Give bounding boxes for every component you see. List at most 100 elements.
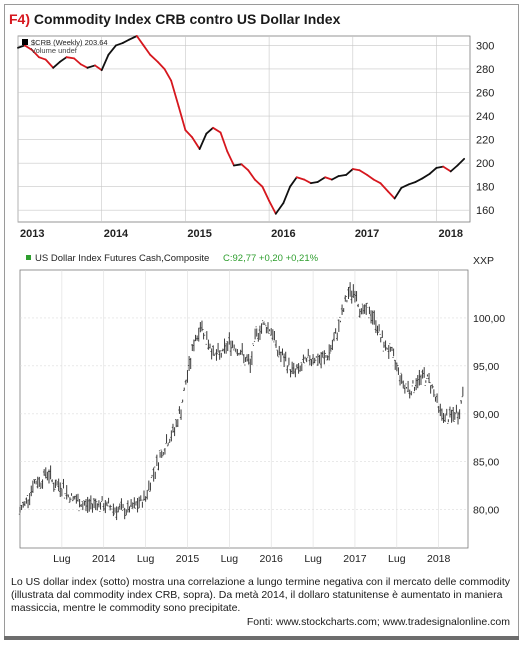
dollar-x-tick-label: 2014 xyxy=(92,553,116,565)
crb-series-segment xyxy=(79,63,89,69)
dollar-y-tick-label: 85,00 xyxy=(473,457,499,469)
figure-caption: Lo US dollar index (sotto) mostra una co… xyxy=(11,576,510,614)
dollar-x-tick-label: 2016 xyxy=(260,553,284,565)
crb-series-segment xyxy=(456,157,466,167)
crb-x-tick-label: 2013 xyxy=(20,228,44,240)
crb-series-segment xyxy=(212,126,222,134)
crb-series-segment xyxy=(240,163,250,172)
crb-x-tick-label: 2014 xyxy=(104,228,129,240)
crb-y-tick-label: 240 xyxy=(476,111,494,123)
crb-series-segment xyxy=(387,190,396,200)
crb-series-segment xyxy=(17,44,26,49)
crb-series-segment xyxy=(226,150,235,167)
crb-x-tick-label: 2015 xyxy=(187,228,211,240)
figure-title: F4) Commodity Index CRB contro US Dollar… xyxy=(9,11,340,27)
crb-series-segment xyxy=(121,38,131,44)
crb-series-segment xyxy=(58,56,68,63)
crb-y-tick-label: 220 xyxy=(476,135,494,147)
crb-series-segment xyxy=(149,53,159,63)
crb-series-segment xyxy=(86,64,96,69)
crb-series-segment xyxy=(38,56,47,61)
crb-series-segment xyxy=(400,183,410,189)
crb-series-segment xyxy=(94,64,103,72)
crb-series-segment xyxy=(289,176,298,188)
crb-series-segment xyxy=(358,169,368,176)
crb-series-segment xyxy=(393,186,403,200)
figure-title-text: Commodity Index CRB contro US Dollar Ind… xyxy=(33,11,341,27)
dollar-y-tick-label: 90,00 xyxy=(473,409,499,421)
dollar-y-axis-label: XXP xyxy=(473,255,494,267)
crb-series-segment xyxy=(330,175,340,181)
dollar-x-tick-label: 2017 xyxy=(343,553,367,565)
crb-series-segment xyxy=(421,172,431,180)
crb-series-segment xyxy=(414,177,424,183)
bottom-rule xyxy=(4,636,519,640)
crb-series-segment xyxy=(442,165,452,173)
crb-series-segment xyxy=(44,58,55,69)
dollar-legend-name: US Dollar Index Futures Cash,Composite xyxy=(35,253,209,264)
crb-series-segment xyxy=(253,178,264,188)
crb-x-tick-label: 2016 xyxy=(271,228,295,240)
dollar-x-tick-label: Lug xyxy=(388,553,406,565)
crb-series-segment xyxy=(219,131,229,153)
crb-plot-area xyxy=(17,35,471,223)
crb-series-segment xyxy=(233,163,243,167)
crb-series-segment xyxy=(268,199,277,215)
crb-y-tick-label: 260 xyxy=(476,88,494,100)
crb-series-segment xyxy=(198,132,208,150)
crb-series-segment xyxy=(52,60,61,69)
crb-legend-swatch xyxy=(22,39,28,45)
crb-series-segment xyxy=(170,79,180,108)
dollar-y-tick-label: 80,00 xyxy=(473,505,499,517)
crb-y-tick-label: 160 xyxy=(476,205,494,217)
crb-series-segment xyxy=(261,185,271,202)
crb-x-tick-label: 2018 xyxy=(439,228,463,240)
crb-x-tick-label: 2017 xyxy=(355,228,379,240)
figure-number: F4) xyxy=(9,11,30,27)
crb-series-segment xyxy=(337,174,348,177)
crb-series-segment xyxy=(303,178,312,185)
crb-series-segment xyxy=(310,181,319,185)
dollar-x-tick-label: Lug xyxy=(53,553,71,565)
crb-series-segment xyxy=(274,202,285,215)
dollar-legend-swatch xyxy=(26,255,31,260)
crb-series-segment xyxy=(345,168,354,176)
crb-series-segment xyxy=(128,35,138,41)
figure-sources: Fonti: www.stockcharts.com; www.tradesig… xyxy=(246,616,510,628)
crb-series-segment xyxy=(351,168,361,172)
crb-series-segment xyxy=(73,57,82,66)
dollar-x-tick-label: 2015 xyxy=(176,553,200,565)
crb-series-segment xyxy=(295,176,306,181)
crb-y-tick-label: 180 xyxy=(476,182,494,194)
dollar-y-tick-label: 95,00 xyxy=(473,361,499,373)
crb-series-segment xyxy=(184,129,194,139)
crb-series-segment xyxy=(407,181,417,186)
crb-y-tick-label: 200 xyxy=(476,158,494,170)
dollar-x-tick-label: Lug xyxy=(304,553,322,565)
crb-volume-label: Volume undef xyxy=(31,46,78,55)
crb-series-segment xyxy=(135,35,145,47)
crb-series-segment xyxy=(449,164,459,173)
dollar-plot-area xyxy=(19,269,469,549)
crb-series-segment xyxy=(372,178,382,185)
crb-series-segment xyxy=(177,105,187,132)
crb-series-segment xyxy=(23,44,34,52)
crb-series-segment xyxy=(324,176,333,181)
dollar-y-tick-label: 100,00 xyxy=(473,313,505,325)
crb-legend-label: $CRB (Weekly) 203.64 xyxy=(31,38,108,47)
crb-series-segment xyxy=(191,136,201,150)
crb-series-segment xyxy=(65,56,75,60)
crb-series-segment xyxy=(282,185,291,205)
crb-series-segment xyxy=(156,60,166,70)
crb-series-segment xyxy=(31,49,40,59)
dollar-legend-value: C:92,77 +0,20 +0,21% xyxy=(223,253,319,264)
crb-series-segment xyxy=(205,126,214,135)
crb-series-segment xyxy=(379,182,389,193)
dollar-x-tick-label: 2018 xyxy=(427,553,451,565)
dollar-x-tick-label: Lug xyxy=(137,553,155,565)
crb-y-tick-label: 280 xyxy=(476,64,494,76)
dollar-x-tick-label: Lug xyxy=(221,553,239,565)
crb-series-segment xyxy=(142,44,152,56)
crb-series-segment xyxy=(247,169,256,181)
